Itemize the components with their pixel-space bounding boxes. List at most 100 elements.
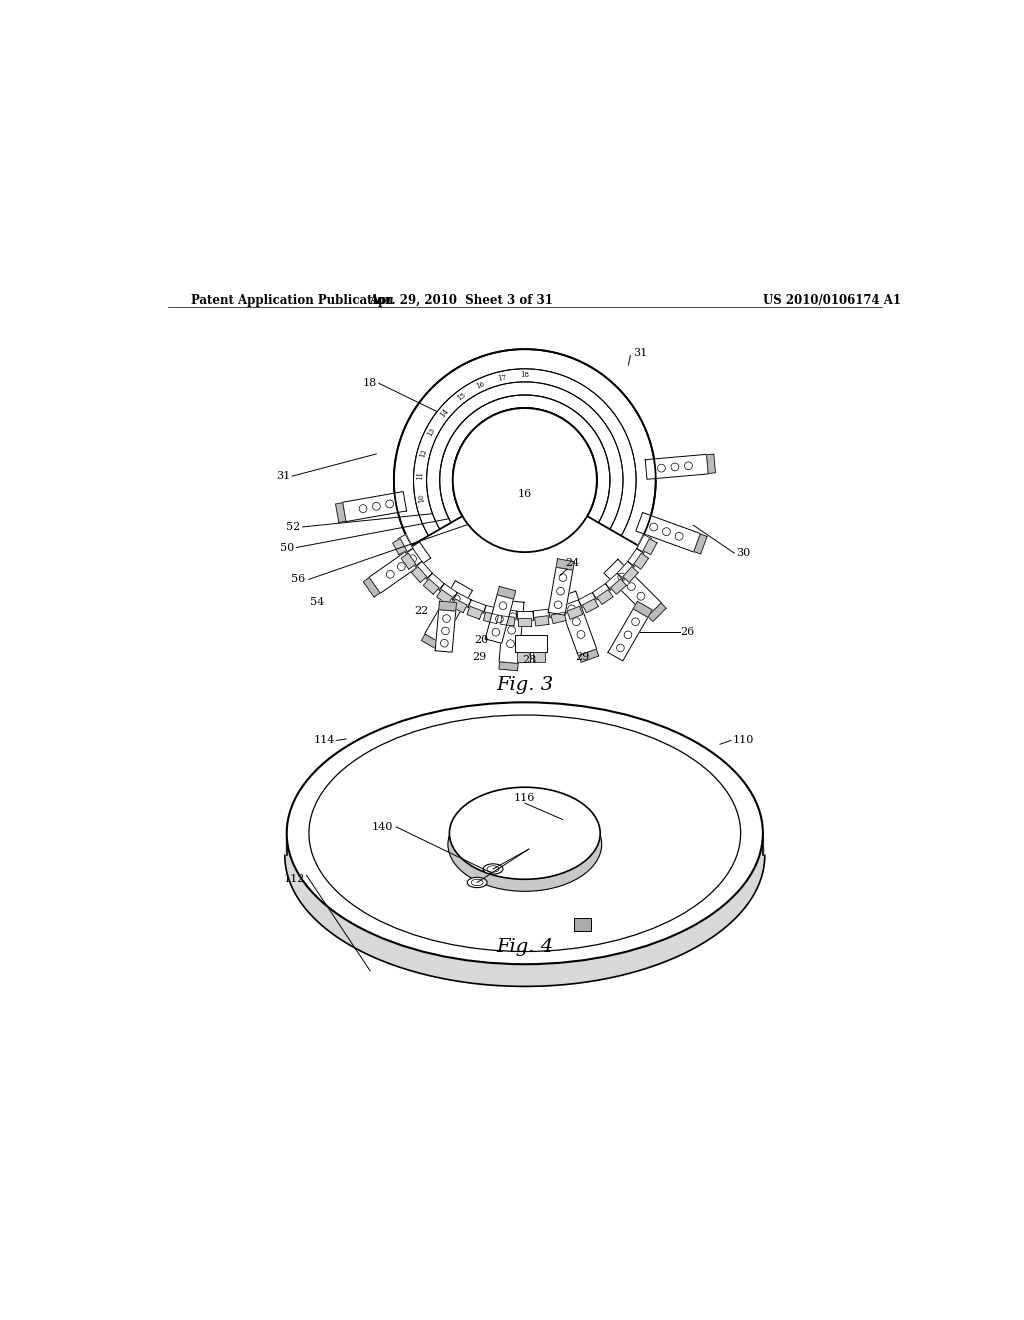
Text: 15: 15 [455,391,467,403]
Polygon shape [369,543,431,593]
Text: 116: 116 [514,792,536,803]
Ellipse shape [483,863,503,874]
Text: 11: 11 [416,471,424,480]
Polygon shape [557,591,597,656]
Polygon shape [633,602,652,618]
Polygon shape [501,609,517,619]
Polygon shape [499,601,524,664]
Text: 18: 18 [362,379,377,388]
Text: 28: 28 [522,655,537,665]
Polygon shape [485,594,514,643]
Polygon shape [364,578,380,597]
Polygon shape [454,593,471,607]
Polygon shape [406,549,422,566]
Polygon shape [610,579,627,594]
Polygon shape [605,573,623,590]
Text: 22: 22 [415,606,429,616]
Text: 17: 17 [497,374,507,383]
Text: 29: 29 [472,652,486,663]
Polygon shape [517,611,532,619]
Ellipse shape [450,787,600,879]
Text: 14: 14 [438,407,451,418]
Text: 26: 26 [680,627,694,638]
Polygon shape [518,618,531,626]
Polygon shape [694,535,707,554]
Text: 18: 18 [520,371,529,379]
Text: Apr. 29, 2010  Sheet 3 of 31: Apr. 29, 2010 Sheet 3 of 31 [370,293,553,306]
Polygon shape [623,566,638,582]
Text: 16: 16 [475,380,486,391]
Polygon shape [439,583,458,599]
Polygon shape [592,583,610,599]
Polygon shape [707,454,716,474]
Polygon shape [628,549,644,566]
Polygon shape [401,553,416,569]
Polygon shape [617,561,634,579]
Polygon shape [392,539,407,554]
Polygon shape [499,661,518,671]
Polygon shape [423,579,439,594]
Polygon shape [532,609,549,619]
Polygon shape [548,568,572,615]
Text: Patent Application Publication: Patent Application Publication [191,293,394,306]
Text: 50: 50 [280,543,294,553]
Polygon shape [535,615,549,626]
Polygon shape [412,566,427,582]
Polygon shape [643,539,657,554]
Polygon shape [467,606,482,619]
Text: 54: 54 [309,597,324,606]
Polygon shape [484,606,501,618]
Polygon shape [549,606,565,618]
Polygon shape [427,573,444,590]
FancyBboxPatch shape [517,652,529,661]
Polygon shape [579,649,599,663]
Polygon shape [436,590,453,605]
Polygon shape [583,599,598,612]
Text: 13: 13 [426,426,437,437]
Polygon shape [483,612,499,623]
Polygon shape [394,350,655,545]
Polygon shape [422,634,441,649]
Text: 10: 10 [417,494,426,503]
Ellipse shape [447,797,602,891]
Text: 24: 24 [565,558,580,569]
Polygon shape [579,593,596,607]
FancyBboxPatch shape [515,635,547,652]
Polygon shape [497,586,516,599]
Polygon shape [648,603,667,622]
Polygon shape [501,615,515,626]
Text: 140: 140 [372,822,392,832]
Polygon shape [563,599,582,614]
Text: 56: 56 [292,574,306,585]
Text: Fig. 3: Fig. 3 [497,676,553,694]
Polygon shape [636,512,700,552]
Text: 16: 16 [518,488,531,499]
Text: 114: 114 [314,735,336,746]
Polygon shape [604,560,662,616]
Polygon shape [452,599,467,612]
Text: 110: 110 [732,735,754,746]
Text: 29: 29 [575,652,590,663]
Polygon shape [556,558,574,570]
Text: 31: 31 [633,348,647,358]
Text: 31: 31 [275,471,290,480]
Ellipse shape [467,878,487,887]
Polygon shape [398,535,413,553]
Polygon shape [645,454,709,479]
Polygon shape [425,581,472,644]
FancyBboxPatch shape [574,919,592,931]
Polygon shape [468,599,486,614]
Ellipse shape [287,702,763,964]
Polygon shape [343,491,407,521]
Text: 112: 112 [284,874,305,884]
Polygon shape [608,609,648,661]
Polygon shape [435,610,456,652]
Polygon shape [336,503,346,523]
Polygon shape [438,601,457,611]
Polygon shape [285,833,765,986]
Text: 20: 20 [474,635,488,645]
Polygon shape [637,535,651,553]
Text: 30: 30 [736,548,751,558]
Polygon shape [551,612,566,623]
Text: Fig. 4: Fig. 4 [497,939,553,956]
